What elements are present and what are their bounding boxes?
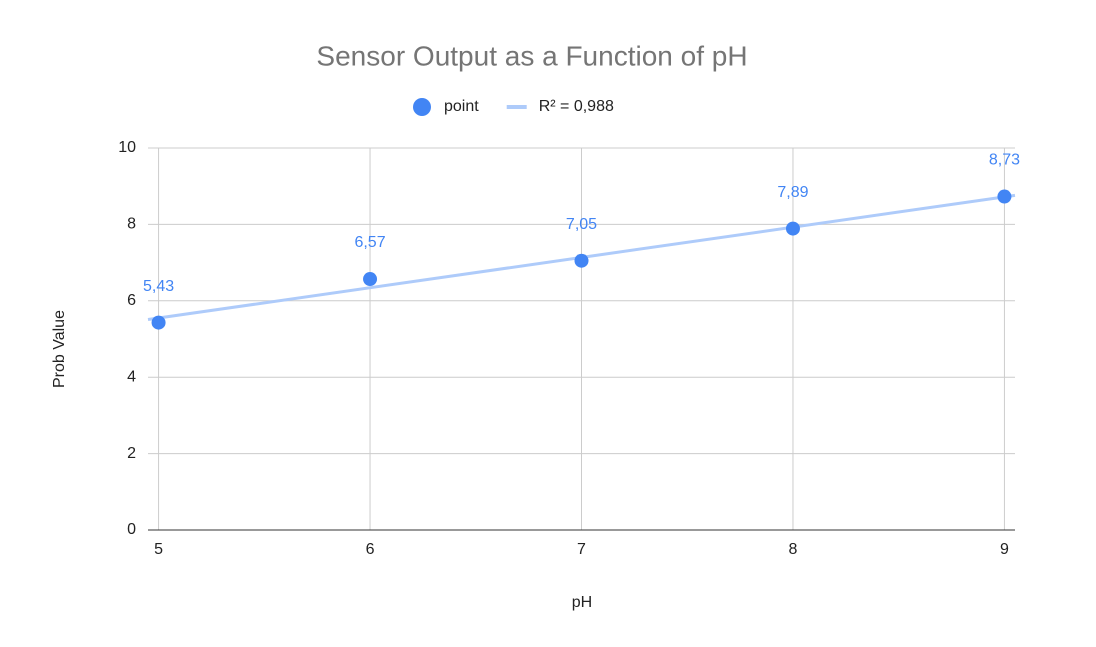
point	[363, 272, 378, 287]
point	[997, 189, 1012, 204]
legend-label: R² = 0,988	[539, 98, 614, 115]
y-tick-label: 6	[127, 292, 136, 309]
data-label: 6,57	[354, 234, 385, 251]
y-tick-label: 8	[127, 216, 136, 233]
y-tick-label: 2	[127, 445, 136, 462]
y-tick-label: 0	[127, 521, 136, 538]
x-axis-label: pH	[572, 594, 592, 611]
point	[574, 253, 589, 268]
x-tick-label: 6	[366, 541, 375, 558]
point	[151, 315, 166, 330]
y-tick-label: 10	[118, 139, 136, 156]
point	[785, 221, 800, 236]
legend-swatch	[413, 98, 431, 116]
x-tick-label: 7	[577, 541, 586, 558]
x-tick-label: 9	[1000, 541, 1009, 558]
chart-title: Sensor Output as a Function of pH	[316, 40, 747, 71]
y-axis-label: Prob Value	[51, 310, 68, 388]
data-label: 7,89	[777, 184, 808, 201]
x-tick-label: 8	[789, 541, 798, 558]
x-tick-label: 5	[154, 541, 163, 558]
data-label: 7,05	[566, 216, 597, 233]
legend-label: point	[444, 98, 479, 115]
y-tick-label: 4	[127, 368, 136, 385]
data-label: 5,43	[143, 278, 174, 295]
data-label: 8,73	[989, 152, 1020, 169]
